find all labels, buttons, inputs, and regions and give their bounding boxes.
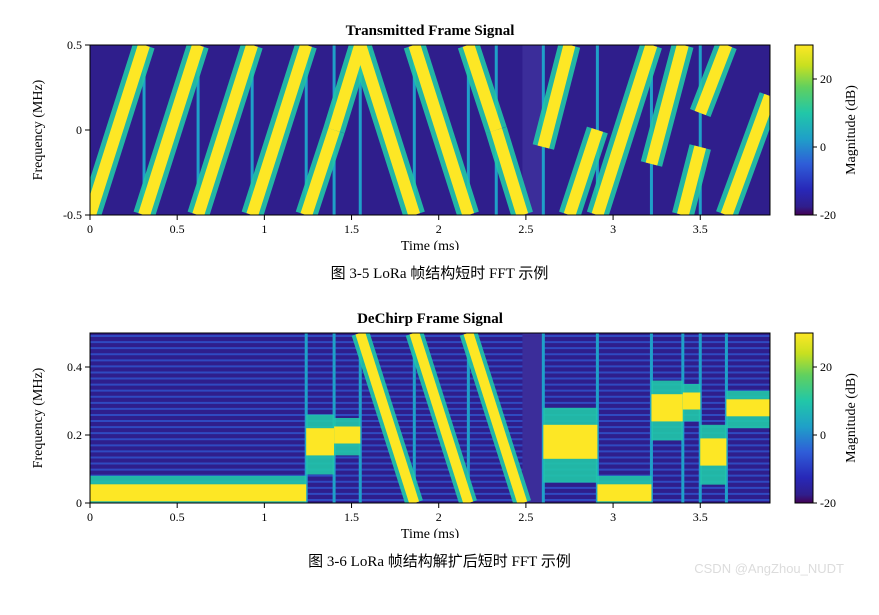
svg-text:0.2: 0.2 xyxy=(67,428,82,442)
svg-text:0.5: 0.5 xyxy=(67,38,82,52)
svg-text:Magnitude (dB): Magnitude (dB) xyxy=(844,85,859,175)
svg-text:2: 2 xyxy=(436,222,442,236)
svg-text:-20: -20 xyxy=(820,496,836,510)
svg-text:Frequency (MHz): Frequency (MHz) xyxy=(31,79,46,180)
svg-text:Time (ms): Time (ms) xyxy=(401,527,460,538)
svg-text:0: 0 xyxy=(87,222,93,236)
svg-text:20: 20 xyxy=(820,360,832,374)
svg-text:1: 1 xyxy=(261,510,267,524)
svg-text:0.4: 0.4 xyxy=(67,360,82,374)
svg-text:2: 2 xyxy=(436,510,442,524)
svg-text:0: 0 xyxy=(820,428,826,442)
svg-text:0.5: 0.5 xyxy=(170,510,185,524)
svg-text:-0.5: -0.5 xyxy=(63,208,82,222)
svg-text:0.5: 0.5 xyxy=(170,222,185,236)
figure-2: DeChirp Frame Signal 0 0.5 1 1.5 2 2.5 3 3.5 Time… xyxy=(15,303,864,571)
spectrogram-2: DeChirp Frame Signal 0 0.5 1 1.5 2 2.5 3 3.5 Time… xyxy=(15,303,864,538)
svg-text:1.5: 1.5 xyxy=(344,510,359,524)
svg-text:1.5: 1.5 xyxy=(344,222,359,236)
svg-text:3.5: 3.5 xyxy=(693,510,708,524)
caption-1: 图 3-5 LoRa 帧结构短时 FFT 示例 xyxy=(15,262,864,283)
svg-text:Time (ms): Time (ms) xyxy=(401,239,460,250)
svg-text:2.5: 2.5 xyxy=(518,510,533,524)
svg-text:-20: -20 xyxy=(820,208,836,222)
svg-text:3.5: 3.5 xyxy=(693,222,708,236)
watermark: CSDN @AngZhou_NUDT xyxy=(694,561,844,576)
spectrogram-1: Transmitted Frame Signal 0 0.5 1 1.5 2 2.5 3 3.5… xyxy=(15,15,864,250)
svg-text:0: 0 xyxy=(87,510,93,524)
svg-text:Frequency (MHz): Frequency (MHz) xyxy=(31,367,46,468)
svg-text:DeChirp Frame Signal: DeChirp Frame Signal xyxy=(357,311,503,327)
svg-text:3: 3 xyxy=(610,510,616,524)
svg-text:20: 20 xyxy=(820,72,832,86)
svg-text:Magnitude (dB): Magnitude (dB) xyxy=(844,373,859,463)
svg-text:0: 0 xyxy=(76,496,82,510)
svg-text:0: 0 xyxy=(820,140,826,154)
svg-text:Transmitted Frame Signal: Transmitted Frame Signal xyxy=(346,23,515,39)
svg-text:3: 3 xyxy=(610,222,616,236)
svg-text:2.5: 2.5 xyxy=(518,222,533,236)
svg-text:1: 1 xyxy=(261,222,267,236)
svg-text:0: 0 xyxy=(76,123,82,137)
figure-1: Transmitted Frame Signal 0 0.5 1 1.5 2 2.5 3 3.5… xyxy=(15,15,864,283)
